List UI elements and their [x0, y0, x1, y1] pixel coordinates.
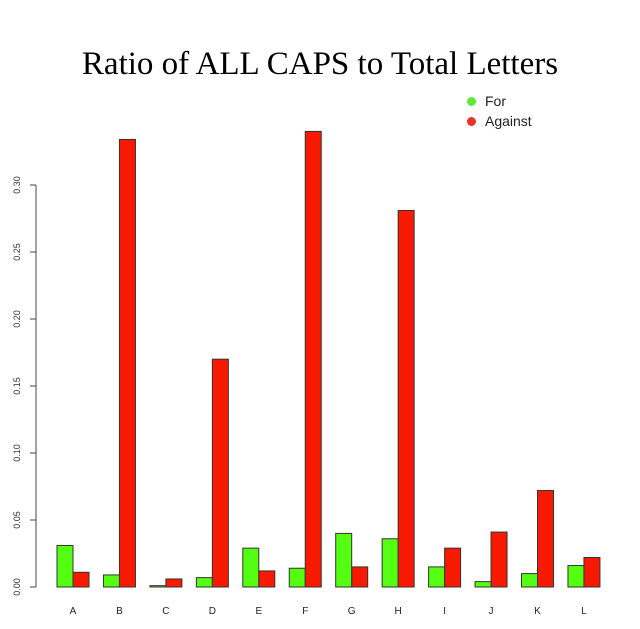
- x-tick-label: H: [395, 606, 402, 617]
- bar-for-E: [242, 547, 260, 588]
- x-tick-label: B: [116, 606, 123, 617]
- x-tick-label: I: [443, 606, 446, 617]
- bar-for-J: [474, 581, 492, 588]
- x-tick-label: F: [302, 606, 308, 617]
- y-tick-label: 0.05: [12, 511, 22, 529]
- x-tick-label: L: [581, 606, 587, 617]
- legend-for-label: For: [485, 93, 506, 109]
- bar-against-I: [444, 547, 462, 588]
- x-tick-label: E: [255, 606, 262, 617]
- bar-for-F: [288, 567, 306, 588]
- bar-against-J: [490, 531, 508, 588]
- x-tick-label: J: [489, 606, 494, 617]
- bar-for-A: [56, 544, 74, 588]
- x-axis-labels: A B C D E F G H I J K L: [70, 606, 588, 617]
- bar-for-H: [381, 538, 399, 588]
- bar-against-F: [304, 130, 322, 588]
- bar-against-B: [118, 138, 136, 588]
- x-tick-label: A: [70, 606, 77, 617]
- bar-against-C: [165, 578, 183, 588]
- legend-for-marker: [467, 97, 476, 106]
- legend-against-label: Against: [485, 113, 532, 129]
- legend-against-marker: [467, 117, 476, 126]
- bar-against-E: [258, 570, 276, 588]
- y-tick-label: 0.10: [12, 444, 22, 462]
- bar-for-I: [428, 566, 446, 588]
- bar-against-H: [397, 209, 415, 588]
- bar-against-A: [72, 571, 90, 588]
- y-axis: 0.00 0.05 0.10 0.15 0.20 0.25 0.30: [12, 176, 37, 596]
- x-tick-label: D: [209, 606, 216, 617]
- y-tick-label: 0.00: [12, 578, 22, 596]
- x-tick-label: C: [162, 606, 169, 617]
- bar-against-G: [351, 566, 369, 588]
- bar-for-B: [102, 574, 120, 588]
- y-tick-label: 0.20: [12, 310, 22, 328]
- chart-title: Ratio of ALL CAPS to Total Letters: [81, 46, 559, 82]
- bar-against-D: [211, 358, 229, 588]
- bar-against-K: [537, 490, 554, 588]
- y-tick-label: 0.30: [12, 176, 22, 194]
- bar-against-L: [583, 557, 601, 588]
- bars: [56, 130, 601, 588]
- bar-for-C: [149, 585, 167, 588]
- y-tick-label: 0.25: [12, 243, 22, 261]
- bar-for-L: [567, 565, 585, 588]
- bar-for-D: [195, 577, 213, 588]
- bar-for-K: [521, 573, 538, 588]
- bar-for-G: [335, 532, 353, 588]
- x-tick-label: G: [348, 606, 356, 617]
- y-tick-label: 0.15: [12, 377, 22, 395]
- x-tick-label: K: [534, 606, 541, 617]
